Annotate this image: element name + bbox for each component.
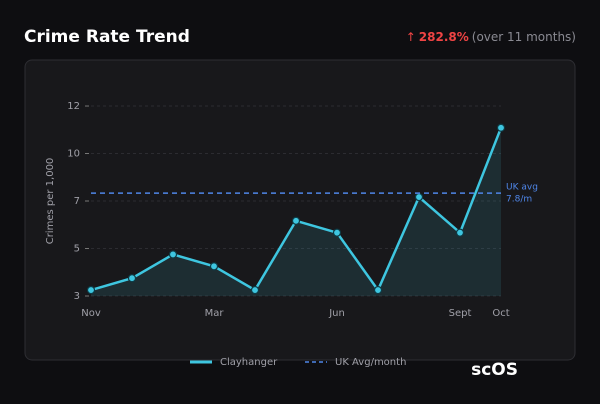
point bbox=[209, 262, 219, 271]
x-tick-label: Sept bbox=[449, 308, 472, 319]
change-note: (over 11 months) bbox=[472, 30, 576, 44]
y-tick-label: 10 bbox=[67, 149, 80, 160]
reference-label: UK avg bbox=[506, 183, 538, 193]
legend-label: UK Avg/month bbox=[335, 357, 406, 368]
point bbox=[496, 123, 506, 132]
point bbox=[373, 285, 383, 295]
point bbox=[250, 285, 260, 295]
y-tick-label: 5 bbox=[74, 244, 80, 255]
area bbox=[91, 127, 501, 296]
point bbox=[291, 216, 301, 225]
chart-title: Crime Rate Trend bbox=[24, 27, 190, 47]
change-value: 282.8% bbox=[419, 30, 469, 44]
point bbox=[168, 250, 178, 259]
y-axis-label: Crimes per 1,000 bbox=[45, 158, 56, 245]
y-tick-label: 12 bbox=[67, 101, 80, 112]
x-tick-label: Nov bbox=[81, 308, 101, 319]
change-arrow: ↑ bbox=[406, 30, 416, 44]
point bbox=[86, 285, 96, 295]
change-summary: ↑ 282.8% (over 11 months) bbox=[406, 30, 576, 44]
logo: scOS bbox=[471, 360, 518, 380]
point bbox=[455, 228, 465, 237]
point bbox=[414, 192, 424, 202]
point bbox=[332, 228, 342, 237]
y-tick-label: 7 bbox=[74, 196, 80, 207]
point bbox=[127, 274, 137, 283]
legend-label: Clayhanger bbox=[220, 357, 278, 368]
x-tick-label: Oct bbox=[492, 308, 509, 319]
reference-value-label: 7.8/m bbox=[506, 195, 532, 205]
x-tick-label: Jun bbox=[328, 308, 345, 319]
x-tick-label: Mar bbox=[205, 308, 225, 319]
y-tick-label: 3 bbox=[74, 291, 80, 302]
chart-panel bbox=[24, 59, 576, 361]
